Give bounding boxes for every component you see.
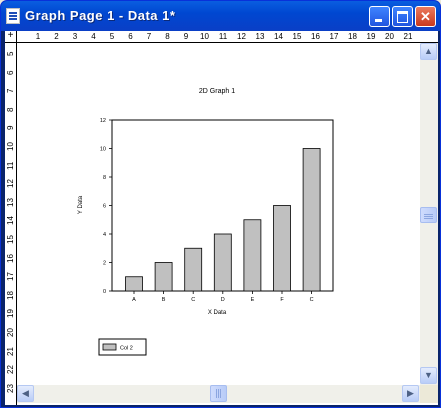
graph-canvas[interactable]: 2D Graph 1 A B C D E F C 0 2 4 6 8 10 12 X Data Y Da… (17, 43, 420, 385)
x-tick-label: D (221, 297, 225, 303)
scroll-up-button[interactable]: ▲ (420, 43, 437, 60)
v-ruler-tick: 23 (6, 384, 15, 394)
v-ruler-tick: 5 (6, 51, 15, 57)
v-ruler-tick: 11 (6, 161, 15, 170)
bar[interactable] (273, 205, 291, 292)
h-ruler-tick: 7 (146, 32, 152, 41)
horizontal-scrollbar[interactable]: ◀ ▶ (17, 385, 420, 403)
horizontal-scroll-thumb[interactable] (210, 385, 227, 402)
h-ruler-tick: 5 (109, 32, 115, 41)
scroll-left-button[interactable]: ◀ (17, 385, 34, 402)
v-ruler-tick: 6 (6, 70, 15, 75)
h-ruler-tick: 19 (366, 32, 376, 41)
bar[interactable] (184, 247, 203, 292)
v-ruler-tick: 17 (6, 272, 15, 282)
legend-box[interactable] (98, 338, 147, 356)
v-ruler-tick: 20 (6, 328, 15, 338)
v-ruler-tick: 15 (6, 235, 15, 245)
scroll-right-button[interactable]: ▶ (402, 385, 419, 402)
v-ruler-tick: 14 (6, 216, 15, 226)
h-ruler-tick: 1 (35, 32, 41, 41)
h-ruler-tick: 12 (237, 32, 246, 41)
y-tick-label: 8 (103, 175, 106, 181)
x-tick-label: B (162, 297, 166, 303)
graph-page-icon[interactable] (6, 8, 20, 24)
v-ruler-tick: 22 (6, 365, 15, 375)
horizontal-ruler: 1 2 3 4 5 6 7 8 9 10 11 12 13 14 15 16 17 18 19 20 21 (5, 31, 438, 43)
v-ruler-tick: 12 (6, 179, 15, 189)
legend-label: Col 2 (120, 346, 133, 352)
h-ruler-tick: 6 (128, 32, 133, 41)
bar[interactable] (243, 219, 262, 292)
h-ruler-tick: 3 (72, 32, 78, 41)
chart-title[interactable]: 2D Graph 1 (199, 88, 235, 95)
h-ruler-tick: 18 (348, 32, 357, 41)
scroll-down-button[interactable]: ▼ (420, 367, 437, 384)
y-tick-label: 12 (100, 118, 106, 124)
x-tick-label: E (251, 297, 255, 303)
y-tick-label: 6 (103, 204, 106, 210)
h-ruler-tick: 10 (200, 32, 209, 41)
v-ruler-tick: 9 (6, 126, 15, 131)
legend-swatch (102, 343, 117, 351)
h-ruler-tick: 8 (165, 32, 170, 41)
v-ruler-tick: 8 (6, 107, 15, 113)
y-tick-label: 4 (103, 232, 106, 238)
h-ruler-tick: 14 (274, 32, 283, 41)
y-axis-label[interactable]: Y Data (78, 195, 84, 214)
title-bar[interactable]: Graph Page 1 - Data 1* (1, 1, 440, 31)
h-ruler-tick: 20 (385, 32, 394, 41)
window-title: Graph Page 1 - Data 1* (25, 8, 176, 23)
v-ruler-tick: 13 (6, 198, 15, 208)
y-tick-label: 10 (100, 147, 106, 153)
x-axis-label[interactable]: X Data (208, 310, 227, 316)
h-ruler-tick: 2 (54, 32, 59, 41)
bar[interactable] (154, 262, 173, 292)
x-tick-label: C (310, 297, 314, 303)
bar-chart[interactable]: 2D Graph 1 A B C D E F C 0 2 4 6 8 10 12 X Data Y Da… (17, 43, 420, 385)
v-ruler-tick: 16 (6, 254, 15, 264)
minimize-button[interactable] (369, 6, 390, 27)
h-ruler-tick: 9 (183, 32, 189, 41)
y-tick-label: 2 (103, 261, 106, 267)
bar[interactable] (125, 276, 143, 292)
close-button[interactable] (415, 6, 436, 27)
h-ruler-tick: 4 (91, 32, 96, 41)
v-ruler-tick: 19 (6, 309, 15, 319)
scrollbar-corner (420, 385, 438, 403)
h-ruler-tick: 13 (255, 32, 265, 41)
ruler-origin: + (5, 31, 17, 43)
y-tick-label: 0 (103, 289, 106, 295)
h-ruler-tick: 21 (403, 32, 413, 41)
maximize-button[interactable] (392, 6, 413, 27)
x-tick-label: F (280, 297, 284, 303)
v-ruler-tick: 18 (6, 291, 15, 301)
vertical-scrollbar[interactable]: ▲ ▼ (420, 43, 438, 385)
vertical-ruler: 5 6 7 8 9 10 11 12 13 14 15 16 17 18 19 20 21 22 23 (5, 43, 17, 405)
h-ruler-tick: 15 (292, 32, 302, 41)
h-ruler-tick: 17 (329, 32, 339, 41)
x-tick-label: A (132, 297, 136, 303)
h-ruler-tick: 11 (218, 32, 228, 41)
x-tick-label: C (191, 297, 195, 303)
bar[interactable] (302, 148, 321, 292)
h-ruler-tick: 16 (311, 32, 320, 41)
vertical-scroll-thumb[interactable] (420, 207, 437, 223)
v-ruler-tick: 10 (6, 142, 15, 152)
bar[interactable] (213, 233, 232, 292)
legend[interactable]: Col 2 (98, 338, 147, 356)
v-ruler-tick: 7 (6, 88, 15, 94)
v-ruler-tick: 21 (6, 347, 15, 357)
